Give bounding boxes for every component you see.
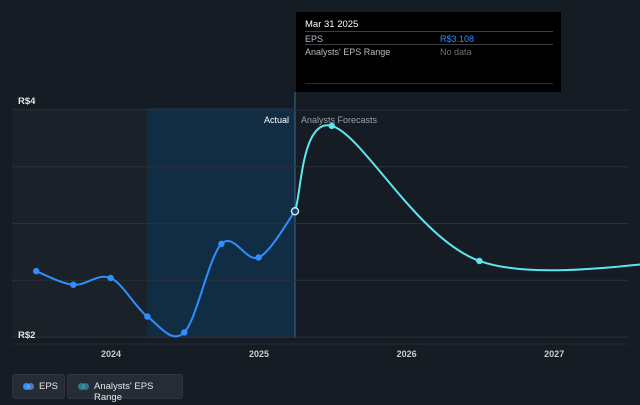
legend-eps-range[interactable]: Analysts' EPS Range — [67, 374, 183, 403]
tooltip-eps-value: R$3.108 — [440, 34, 475, 44]
tooltip-date: Mar 31 2025 — [305, 19, 359, 30]
forecast-label: Analysts Forecasts — [301, 115, 378, 125]
x-tick-2024: 2024 — [101, 349, 121, 359]
eps-actual-point-2023-06-30[interactable] — [32, 267, 40, 275]
legend-range-label: Analysts' EPS Range — [94, 381, 154, 403]
legend-range-dot-2 — [82, 383, 89, 390]
eps-actual-point-2024-09-30[interactable] — [218, 240, 225, 248]
eps-forecast-point-2026-06-30[interactable] — [476, 257, 483, 265]
eps-actual-point-2023-09-30[interactable] — [70, 281, 77, 289]
legend-eps-label: EPS — [39, 381, 59, 392]
eps-actual-point-2025-03-31[interactable] — [290, 206, 300, 216]
actual-label: Actual — [264, 115, 289, 125]
legend-eps[interactable]: EPS — [12, 374, 65, 399]
legend-eps-dot — [23, 383, 30, 390]
tooltip-divider — [305, 83, 553, 97]
data-points — [32, 122, 483, 336]
legend-range-dot — [78, 383, 85, 390]
eps-actual-point-2023-12-31[interactable] — [107, 274, 114, 282]
tooltip-range-label: Analysts' EPS Range — [305, 47, 391, 57]
eps-forecast-point-2025-06-30[interactable] — [328, 122, 336, 130]
x-tick-2025: 2025 — [249, 349, 269, 359]
eps-actual-point-2024-06-30[interactable] — [180, 329, 188, 336]
legend-eps-dot-2 — [27, 383, 34, 390]
eps-chart: Actual Analysts Forecasts R$4 R$2 2024 2… — [12, 92, 640, 359]
tooltip-range-value: No data — [440, 47, 472, 57]
tooltip-row-range: Analysts' EPS Range No data — [305, 44, 553, 58]
x-tick-2027: 2027 — [544, 349, 564, 359]
eps-actual-point-2024-03-31[interactable] — [144, 313, 151, 320]
eps-actual-point-2024-12-31[interactable] — [255, 254, 262, 261]
tooltip-eps-label: EPS — [305, 34, 324, 44]
x-tick-2026: 2026 — [397, 349, 417, 359]
eps-forecast-line — [294, 124, 640, 272]
tooltip-row-eps: EPS R$3.108 — [305, 31, 553, 45]
tooltip: Mar 31 2025 EPS R$3.108 Analysts' EPS Ra… — [296, 12, 561, 92]
eps-actual-line — [35, 210, 296, 338]
y-tick-top: R$4 — [18, 96, 36, 107]
y-tick-bottom: R$2 — [18, 330, 35, 341]
